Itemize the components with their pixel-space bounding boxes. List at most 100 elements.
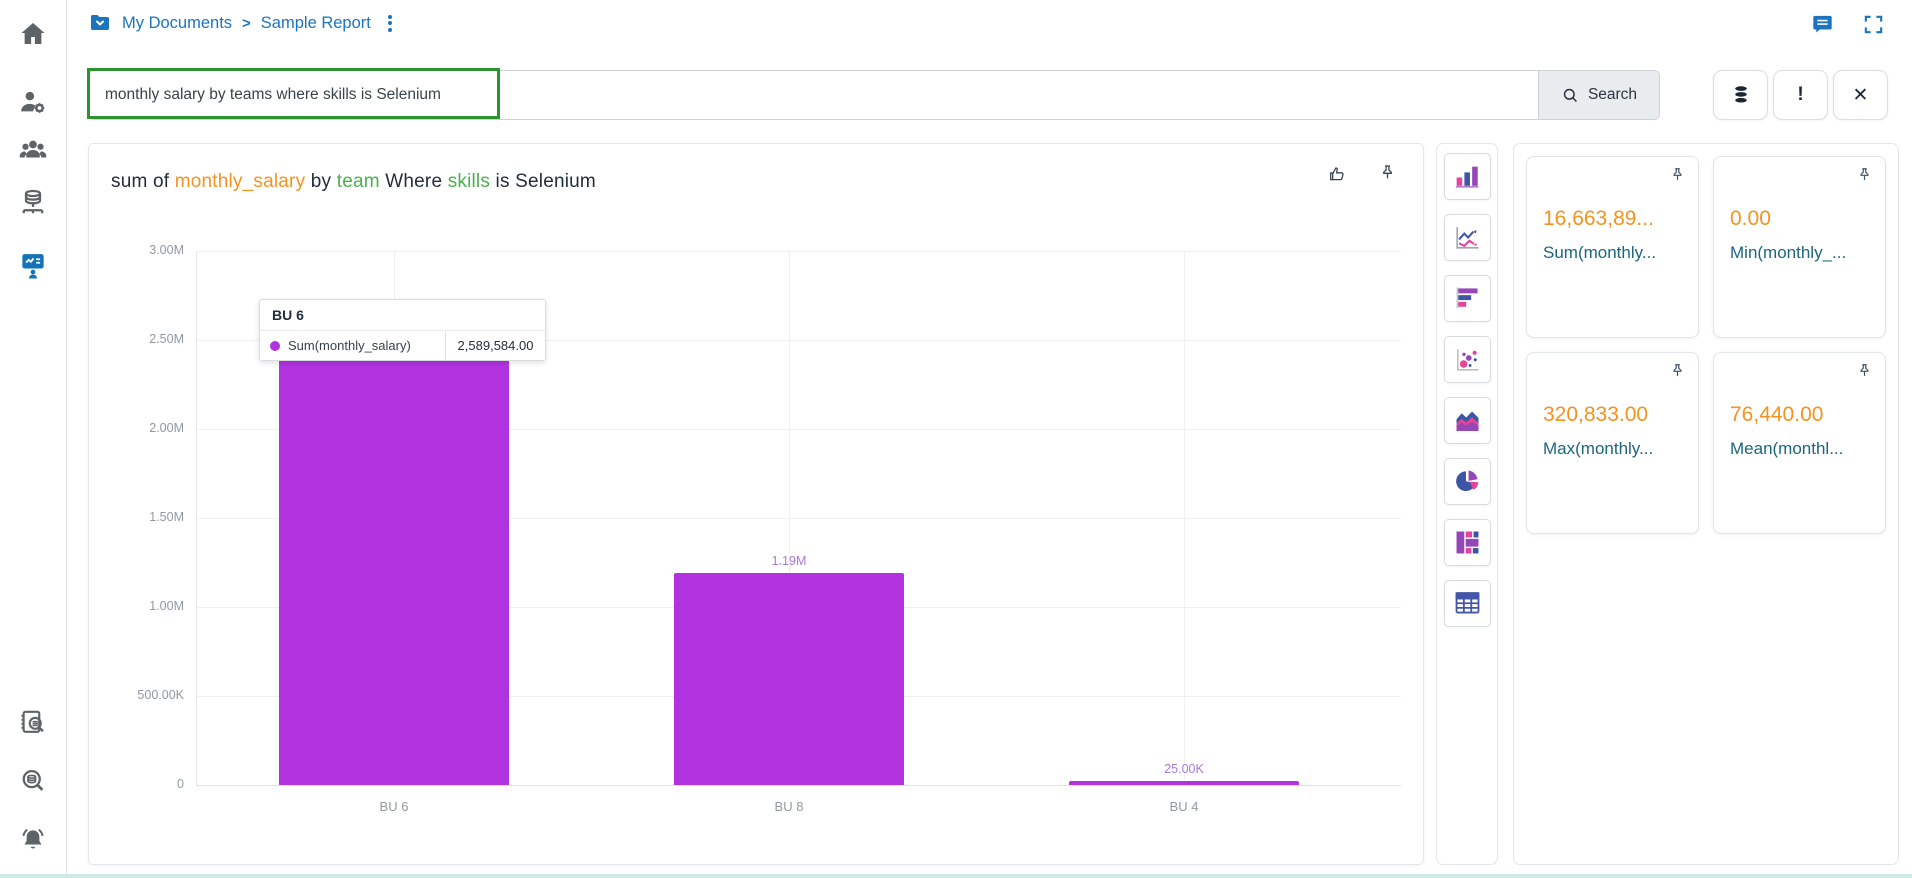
y-gridline	[196, 429, 1401, 430]
y-gridline	[196, 251, 1401, 252]
scatter-plot-icon	[1456, 349, 1478, 371]
x-axis-label: BU 8	[774, 799, 804, 814]
search-group: Search	[87, 68, 1660, 120]
kpi-label: Mean(monthl...	[1730, 439, 1844, 458]
title-part: is Selenium	[490, 171, 596, 192]
report-search-icon[interactable]	[15, 705, 51, 741]
treemap-icon	[1456, 531, 1478, 554]
warning-button[interactable]: !	[1773, 70, 1828, 120]
sidebar	[0, 0, 67, 874]
notifications-bell-icon[interactable]	[15, 822, 51, 858]
kpi-value: 76,440.00	[1730, 403, 1824, 426]
tool-scatter-plot[interactable]	[1443, 336, 1491, 383]
horizontal-bar-chart-icon	[1456, 287, 1478, 309]
breadcrumb-my-documents[interactable]: My Documents	[122, 13, 233, 32]
database-server-icon[interactable]	[15, 185, 51, 221]
tool-table[interactable]	[1443, 580, 1491, 627]
area-chart-icon	[1456, 411, 1478, 431]
x-gridline	[1184, 251, 1185, 785]
user-settings-icon[interactable]	[15, 84, 51, 120]
bar-bu-6[interactable]	[279, 324, 509, 785]
breadcrumb: My Documents > Sample Report	[88, 11, 399, 35]
kpi-value: 16,663,89...	[1543, 207, 1654, 230]
series-dot	[270, 340, 280, 351]
chart-tooltip: BU 6 Sum(monthly_salary) 2,589,584.00	[259, 299, 546, 361]
tooltip-category: BU 6	[260, 300, 545, 331]
kpi-value: 320,833.00	[1543, 403, 1649, 426]
close-icon: ✕	[1852, 84, 1869, 106]
bar-bu-8[interactable]	[674, 573, 904, 785]
kebab-menu-icon[interactable]	[381, 12, 399, 35]
breadcrumb-separator: >	[242, 14, 251, 32]
dataset-button[interactable]	[1713, 70, 1768, 120]
home-icon[interactable]	[15, 16, 51, 52]
kpi-label: Sum(monthly...	[1543, 243, 1657, 262]
topbar-actions	[1811, 13, 1885, 36]
thumbs-up-icon[interactable]	[1327, 163, 1348, 184]
title-part-dimension: team	[336, 171, 380, 192]
y-axis-line	[196, 251, 197, 785]
y-axis-tick-label: 3.00M	[149, 243, 184, 257]
breadcrumb-sample-report[interactable]: Sample Report	[260, 13, 371, 32]
kpi-label: Min(monthly_...	[1730, 243, 1847, 262]
y-axis-tick-label: 1.00M	[149, 599, 184, 613]
kpi-label: Max(monthly...	[1543, 439, 1654, 458]
pin-icon[interactable]	[1668, 362, 1687, 381]
title-part: Where	[379, 171, 448, 192]
kpi-card-mean: 76,440.00 Mean(monthl...	[1713, 352, 1886, 534]
user-groups-icon[interactable]	[15, 133, 51, 169]
main-area: My Documents > Sample Report Search ! ✕	[67, 0, 1912, 874]
comment-icon[interactable]	[1811, 13, 1834, 36]
tool-area-chart[interactable]	[1443, 397, 1491, 444]
data-search-icon[interactable]	[15, 763, 51, 799]
chart-type-toolbar	[1436, 143, 1498, 865]
tool-bar-chart[interactable]	[1443, 153, 1491, 200]
table-icon	[1455, 592, 1479, 614]
chart-title: sum of monthly_salary by team Where skil…	[111, 171, 596, 193]
tool-treemap[interactable]	[1443, 519, 1491, 566]
title-part-filter: skills	[447, 171, 491, 192]
x-axis-label: BU 4	[1169, 799, 1199, 814]
x-axis-label: BU 6	[379, 799, 409, 814]
y-gridline	[196, 340, 1401, 341]
presentation-icon[interactable]	[15, 248, 51, 284]
y-gridline	[196, 785, 1401, 786]
y-axis-tick-label: 2.00M	[149, 421, 184, 435]
pin-icon[interactable]	[1855, 362, 1874, 381]
kpi-card-max: 320,833.00 Max(monthly...	[1526, 352, 1699, 534]
bar-chart-icon	[1455, 166, 1478, 188]
folder-chevron-icon[interactable]	[88, 11, 112, 35]
kpi-card-min: 0.00 Min(monthly_...	[1713, 156, 1886, 338]
y-axis-tick-label: 0	[177, 777, 184, 791]
pie-chart-icon	[1455, 470, 1478, 492]
x-gridline	[789, 251, 790, 785]
pin-icon[interactable]	[1668, 166, 1687, 185]
tool-pie-chart[interactable]	[1443, 458, 1491, 505]
bar-value-label: 1.19M	[771, 554, 807, 569]
search-button-label: Search	[1587, 86, 1638, 103]
bar-value-label: 25.00K	[1164, 761, 1204, 776]
bar-bu-4[interactable]	[1069, 780, 1299, 785]
title-part: sum of	[111, 171, 175, 192]
tooltip-series-name: Sum(monthly_salary)	[288, 338, 411, 353]
close-search-button[interactable]: ✕	[1833, 70, 1888, 120]
y-axis-tick-label: 2.50M	[149, 332, 184, 346]
chart-card-actions	[1327, 163, 1398, 184]
pin-icon[interactable]	[1377, 163, 1398, 184]
line-chart-icon	[1455, 227, 1478, 249]
bar-chart-plot: 0 500.00K 1.00M 1.50M 2.00M 2.50M 3.00M BU 6 BU …	[89, 144, 1423, 864]
exclamation-icon: !	[1797, 84, 1804, 105]
search-icon	[1563, 88, 1577, 102]
title-part-measure: monthly_salary	[174, 171, 306, 192]
tool-line-chart[interactable]	[1443, 214, 1491, 261]
y-axis-tick-label: 500.00K	[137, 688, 184, 702]
database-icon	[1734, 86, 1747, 103]
tool-horizontal-bar-chart[interactable]	[1443, 275, 1491, 322]
kpi-value: 0.00	[1730, 207, 1771, 230]
search-input[interactable]	[89, 71, 1538, 119]
pin-icon[interactable]	[1855, 166, 1874, 185]
tooltip-value: 2,589,584.00	[445, 331, 545, 360]
search-button[interactable]: Search	[1538, 71, 1659, 119]
fullscreen-icon[interactable]	[1862, 13, 1885, 36]
